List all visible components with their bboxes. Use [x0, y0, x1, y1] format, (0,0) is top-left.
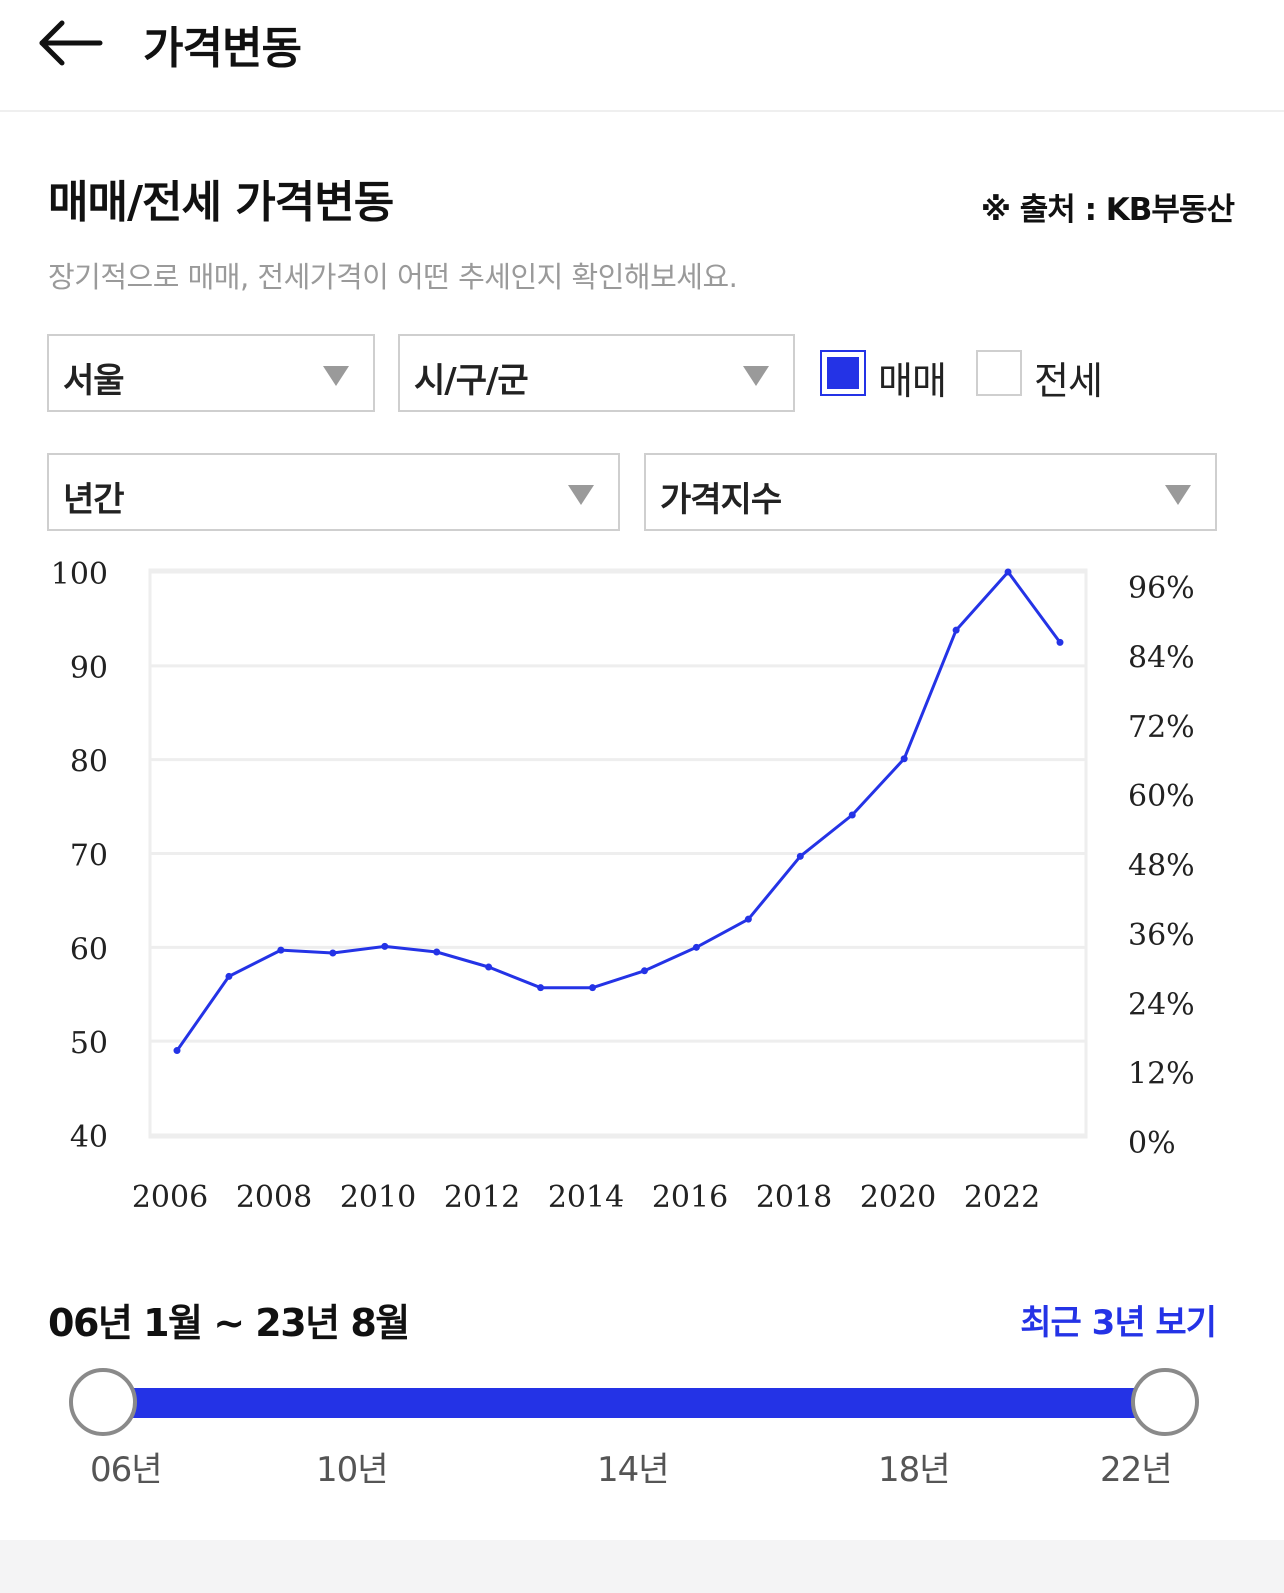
data-point — [433, 948, 441, 956]
date-range-label: 06년 1월 ~ 23년 8월 — [48, 1301, 410, 1345]
x-tick-label: 2020 — [860, 1180, 936, 1215]
data-point — [1004, 568, 1012, 576]
section-description: 장기적으로 매매, 전세가격이 어떤 추세인지 확인해보세요. — [48, 260, 738, 294]
recent-3-years-button[interactable]: 최근 3년 보기 — [1020, 1303, 1217, 1343]
metric-select[interactable]: 가격지수 — [644, 453, 1217, 531]
page-title: 가격변동 — [143, 23, 302, 74]
y-tick-label: 80 — [70, 745, 108, 780]
y2-tick-label: 36% — [1128, 918, 1195, 953]
x-tick-label: 2018 — [756, 1180, 832, 1215]
footer-divider — [0, 1540, 1284, 1593]
top-app-bar — [0, 0, 1284, 112]
series-line-maemae — [175, 570, 1062, 1052]
y-tick-label: 90 — [70, 651, 108, 686]
caret-down-icon — [1165, 485, 1191, 505]
data-point — [692, 943, 700, 951]
range-tick-label: 06년 — [90, 1450, 163, 1490]
data-point — [485, 963, 493, 971]
district-select-value: 시/구/군 — [414, 361, 529, 401]
x-tick-label: 2006 — [132, 1180, 208, 1215]
x-tick-label: 2010 — [340, 1180, 416, 1215]
y2-tick-label: 48% — [1128, 849, 1195, 884]
metric-select-value: 가격지수 — [660, 480, 782, 520]
y2-tick-label: 12% — [1128, 1057, 1195, 1092]
price-index-chart: 40 50 60 70 80 90 100 96% 84% 72% 60% 48% 36% 24% 12% 0… — [51, 557, 1195, 1215]
data-point — [277, 946, 285, 954]
y2-tick-label: 72% — [1128, 710, 1195, 745]
caret-down-icon — [568, 485, 594, 505]
period-select[interactable]: 년간 — [47, 453, 620, 531]
range-tick-label: 14년 — [597, 1450, 670, 1490]
data-point — [381, 942, 389, 950]
y-tick-label: 70 — [70, 839, 108, 874]
x-tick-label: 2014 — [548, 1180, 624, 1215]
data-point — [173, 1047, 181, 1055]
x-tick-label: 2008 — [236, 1180, 312, 1215]
range-slider-start-handle[interactable] — [69, 1368, 137, 1436]
y2-tick-label: 60% — [1128, 779, 1195, 814]
caret-down-icon — [323, 366, 349, 386]
arrow-left-icon[interactable] — [38, 18, 108, 68]
range-tick-label: 10년 — [316, 1450, 389, 1490]
checkbox-fill — [827, 357, 859, 389]
region-select-value: 서울 — [63, 361, 125, 401]
y-tick-label: 40 — [70, 1120, 108, 1155]
data-point — [589, 984, 597, 992]
district-select[interactable]: 시/구/군 — [398, 334, 795, 412]
range-tick-label: 18년 — [878, 1450, 951, 1490]
data-point — [1056, 638, 1064, 646]
data-point — [796, 852, 804, 860]
jeonse-checkbox[interactable] — [976, 350, 1022, 396]
range-tick-label: 22년 — [1100, 1450, 1173, 1490]
region-select[interactable]: 서울 — [47, 334, 375, 412]
x-tick-label: 2016 — [652, 1180, 728, 1215]
source-note: ※ 출처 : KB부동산 — [980, 192, 1235, 228]
y-tick-label: 50 — [70, 1026, 108, 1061]
jeonse-checkbox-label[interactable]: 전세 — [1034, 359, 1103, 403]
y2-tick-label: 84% — [1128, 640, 1195, 675]
x-tick-label: 2022 — [964, 1180, 1040, 1215]
range-slider-end-handle[interactable] — [1131, 1368, 1199, 1436]
y2-tick-label: 96% — [1128, 571, 1195, 606]
period-select-value: 년간 — [63, 480, 125, 520]
caret-down-icon — [743, 366, 769, 386]
y2-tick-label: 24% — [1128, 987, 1195, 1022]
data-point — [329, 949, 337, 957]
data-point — [900, 755, 908, 763]
data-point — [848, 811, 856, 819]
x-tick-label: 2012 — [444, 1180, 520, 1215]
data-point — [225, 972, 233, 980]
section-title: 매매/전세 가격변동 — [48, 177, 394, 228]
maemae-checkbox[interactable] — [820, 350, 866, 396]
data-point — [744, 915, 752, 923]
maemae-checkbox-label[interactable]: 매매 — [878, 359, 947, 403]
range-slider-track[interactable] — [104, 1388, 1164, 1418]
y2-tick-label: 0% — [1128, 1126, 1176, 1161]
data-point — [640, 967, 648, 975]
y-tick-label: 100 — [51, 557, 108, 592]
data-point — [952, 626, 960, 634]
data-point — [537, 984, 545, 992]
y-tick-label: 60 — [70, 932, 108, 967]
